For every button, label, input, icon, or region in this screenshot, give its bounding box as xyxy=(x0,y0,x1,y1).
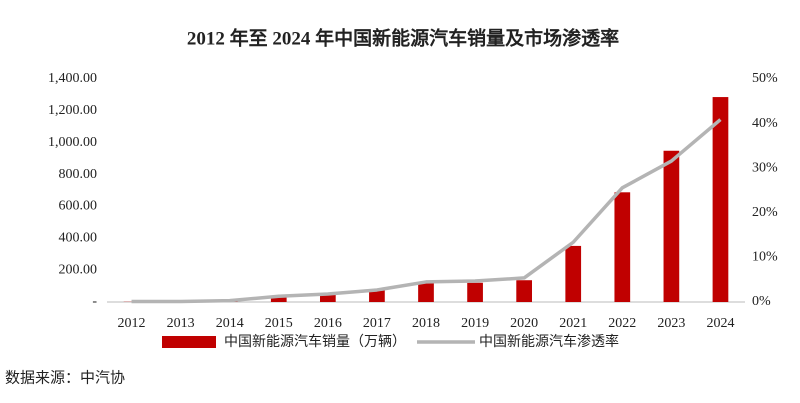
x-tick-label: 2017 xyxy=(363,316,391,331)
bar xyxy=(565,245,582,302)
y2-tick-label: 50% xyxy=(752,71,778,86)
x-tick-label: 2013 xyxy=(167,316,195,331)
y2-tick-label: 20% xyxy=(752,205,778,220)
bar xyxy=(663,150,680,302)
y-tick-label: 1,200.00 xyxy=(48,103,97,118)
y-tick-label: 1,000.00 xyxy=(48,135,97,150)
legend-label: 中国新能源汽车销量（万辆） xyxy=(224,333,406,350)
bar xyxy=(270,296,287,302)
y-tick-label: 600.00 xyxy=(59,199,98,214)
y-tick-label: 800.00 xyxy=(59,167,98,182)
bar xyxy=(319,293,336,302)
line xyxy=(131,118,722,304)
y2-tick-label: 30% xyxy=(752,160,778,175)
y2-tick-label: 40% xyxy=(752,116,778,131)
bar xyxy=(369,289,385,302)
x-tick-label: 2012 xyxy=(118,316,146,331)
x-tick-label: 2020 xyxy=(510,316,538,331)
y-tick-label: 400.00 xyxy=(59,231,98,246)
x-tick-label: 2015 xyxy=(265,316,293,331)
y2-tick-label: 0% xyxy=(752,294,771,309)
x-tick-label: 2024 xyxy=(706,316,734,331)
bar xyxy=(712,97,729,302)
source-note: 数据来源：中汽协 xyxy=(5,369,125,386)
bar xyxy=(614,192,631,302)
y-tick-label: - xyxy=(92,294,97,309)
legend-swatch xyxy=(162,336,216,348)
x-tick-label: 2023 xyxy=(657,316,685,331)
y-tick-label: 1,400.00 xyxy=(48,71,97,86)
x-tick-label: 2019 xyxy=(461,316,489,331)
x-tick-label: 2018 xyxy=(412,316,440,331)
x-tick-label: 2014 xyxy=(216,316,244,331)
bar xyxy=(516,280,533,302)
bar xyxy=(467,282,483,302)
x-tick-label: 2016 xyxy=(314,316,342,331)
x-tick-label: 2022 xyxy=(608,316,636,331)
legend-label: 中国新能源汽车渗透率 xyxy=(479,333,619,350)
bar xyxy=(418,281,434,302)
y2-tick-label: 10% xyxy=(752,250,778,265)
chart-title: 2012 年至 2024 年中国新能源汽车销量及市场渗透率 xyxy=(187,26,619,49)
y-tick-label: 200.00 xyxy=(59,262,98,277)
x-tick-label: 2021 xyxy=(559,316,587,331)
